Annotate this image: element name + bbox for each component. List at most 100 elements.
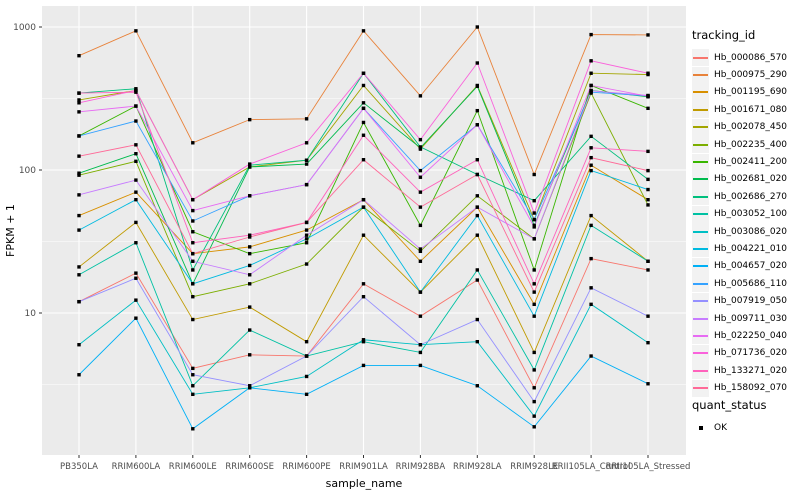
legend-item-label: Hb_004657_020: [714, 261, 788, 272]
legend-item-label: Hb_002235_400: [714, 139, 788, 150]
legend-item-label: Hb_000086_570: [714, 52, 788, 63]
data-point: [418, 94, 423, 98]
x-tick-label: RRII105LA_Stressed: [606, 462, 691, 472]
data-point: [134, 298, 138, 302]
data-point: [191, 141, 195, 145]
data-point: [248, 194, 252, 198]
legend-item-label: Hb_002681_020: [714, 174, 788, 185]
data-point: [475, 108, 479, 113]
data-point: [361, 71, 366, 75]
data-point: [418, 168, 423, 173]
data-point: [418, 363, 423, 368]
legend-item-Hb_009711_030: Hb_009711_030: [692, 310, 798, 328]
data-point: [646, 203, 650, 207]
data-point: [248, 328, 252, 332]
legend-item-label: Hb_133271_020: [714, 365, 788, 376]
quant-status-legend: quant_status OK: [692, 398, 798, 436]
data-point: [475, 84, 479, 88]
data-point: [361, 101, 366, 105]
legend-line-swatch: [692, 188, 709, 206]
data-point: [134, 220, 138, 225]
data-point: [646, 177, 650, 182]
legend-item-label: Hb_007919_050: [714, 296, 788, 307]
legend-line-swatch: [692, 292, 709, 310]
data-point: [589, 32, 593, 37]
data-point: [248, 386, 252, 390]
data-point: [418, 145, 423, 149]
data-point: [589, 155, 593, 160]
quant-status-label: OK: [714, 422, 727, 433]
data-point: [77, 343, 81, 347]
tracking-id-legend: tracking_id Hb_000086_570 Hb_000975_290 Hb…: [692, 28, 798, 397]
legend-item-Hb_001195_690: Hb_001195_690: [692, 83, 798, 101]
data-point: [304, 182, 309, 187]
data-point: [304, 354, 309, 358]
data-point: [191, 295, 195, 299]
data-point: [532, 282, 536, 286]
data-point: [134, 316, 138, 320]
data-point: [134, 190, 138, 194]
y-tick-label: 1000: [13, 23, 36, 33]
data-point: [589, 83, 593, 88]
data-point: [248, 251, 252, 256]
data-point: [77, 373, 81, 377]
x-tick-label: RRIM600LE: [169, 462, 217, 472]
data-point: [646, 71, 650, 75]
data-point: [475, 158, 479, 162]
data-point: [191, 241, 195, 245]
data-point: [475, 123, 479, 127]
data-point: [134, 152, 138, 156]
legend-item-Hb_071736_020: Hb_071736_020: [692, 344, 798, 362]
data-point: [248, 384, 252, 388]
data-point: [77, 98, 81, 102]
data-point: [532, 350, 536, 355]
legend-item-Hb_002681_020: Hb_002681_020: [692, 170, 798, 188]
data-point: [134, 88, 138, 93]
legend-title: tracking_id: [692, 28, 756, 42]
data-point: [646, 197, 650, 202]
legend-item-label: Hb_009711_030: [714, 313, 788, 324]
data-point: [589, 168, 593, 173]
data-point: [134, 271, 138, 275]
legend-line-swatch: [692, 240, 709, 258]
data-point: [361, 120, 366, 125]
data-point: [134, 241, 138, 245]
legend-item-Hb_022250_040: Hb_022250_040: [692, 327, 798, 345]
data-point: [134, 119, 138, 123]
data-point: [77, 299, 81, 304]
data-point: [475, 172, 479, 177]
legend-line-swatch: [692, 379, 709, 397]
x-tick-label: RRIM928LA: [453, 462, 502, 472]
data-point: [418, 314, 423, 318]
legend-item-Hb_004657_020: Hb_004657_020: [692, 257, 798, 275]
x-tick-label: RRII105LA_Control: [552, 462, 631, 472]
legend-line-swatch: [692, 362, 709, 380]
data-point: [532, 425, 536, 429]
data-point: [418, 223, 423, 228]
data-point: [304, 262, 309, 266]
data-point: [532, 386, 536, 390]
legend-item-Hb_001671_080: Hb_001671_080: [692, 101, 798, 119]
legend-line-swatch: [692, 101, 709, 119]
data-point: [304, 228, 309, 232]
quant-status-item-ok: OK: [692, 419, 798, 436]
data-point: [418, 175, 423, 179]
data-point: [248, 273, 252, 277]
data-point: [589, 256, 593, 261]
data-point: [248, 233, 252, 237]
data-point: [248, 235, 252, 239]
data-point: [191, 251, 195, 256]
x-tick-label: RRIM901LA: [339, 462, 388, 472]
data-point: [418, 249, 423, 254]
legend-line-swatch: [692, 257, 709, 275]
data-point: [191, 427, 195, 431]
data-point: [77, 173, 81, 177]
data-point: [361, 282, 366, 286]
data-point: [191, 373, 195, 377]
data-point: [475, 25, 479, 29]
data-point: [134, 159, 138, 164]
data-point: [361, 106, 366, 111]
data-point: [77, 154, 81, 158]
data-point: [418, 290, 423, 294]
